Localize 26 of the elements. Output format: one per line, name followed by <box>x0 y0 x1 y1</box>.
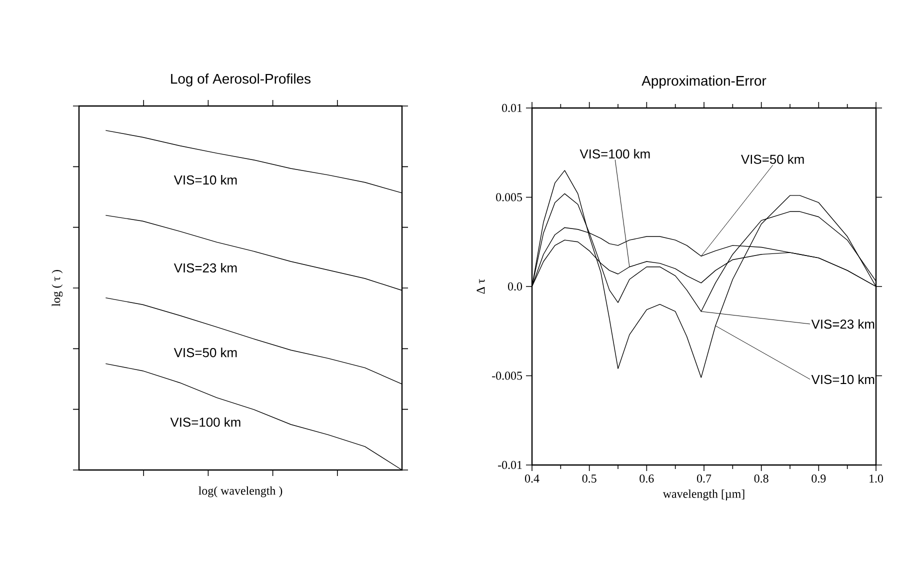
x-tick-label: 0.7 <box>696 474 712 483</box>
x-tick-label: 0.5 <box>582 474 596 483</box>
y-tick-label: 0.0 <box>508 282 522 291</box>
series-label: VIS=50 km <box>174 348 237 358</box>
x-tick-label: 0.4 <box>524 474 540 483</box>
x-axis-title: log( wavelength ) <box>198 486 282 498</box>
y-tick-label: 0.005 <box>496 193 522 202</box>
text: VIS=100 km <box>580 149 650 159</box>
series-label: VIS=100 km <box>170 417 240 427</box>
y-axis-title: Δ τ <box>476 279 485 294</box>
y-tick-label: 0.01 <box>502 104 522 112</box>
chart-title: Approximation-Error <box>642 75 766 88</box>
text: VIS=50 km <box>741 154 804 164</box>
text: VIS=23 km <box>811 319 874 329</box>
y-tick-label: -0.005 <box>492 372 522 380</box>
y-axis-title: log ( τ ) <box>52 270 63 306</box>
legend-label: VIS=10 km <box>811 374 874 384</box>
x-tick-label: 1.0 <box>870 474 884 483</box>
x-tick-label: 0.9 <box>812 474 826 483</box>
x-tick-label: 0.8 <box>754 474 768 483</box>
x-axis-title: wavelength [µm] <box>662 489 744 500</box>
x-tick-label: 0.6 <box>640 474 654 483</box>
series-label: VIS=23 km <box>174 263 237 273</box>
chart-title: Log of Aerosol-Profiles <box>171 73 311 86</box>
y-tick-label: -0.01 <box>498 460 522 470</box>
series-label: VIS=10 km <box>174 175 237 185</box>
